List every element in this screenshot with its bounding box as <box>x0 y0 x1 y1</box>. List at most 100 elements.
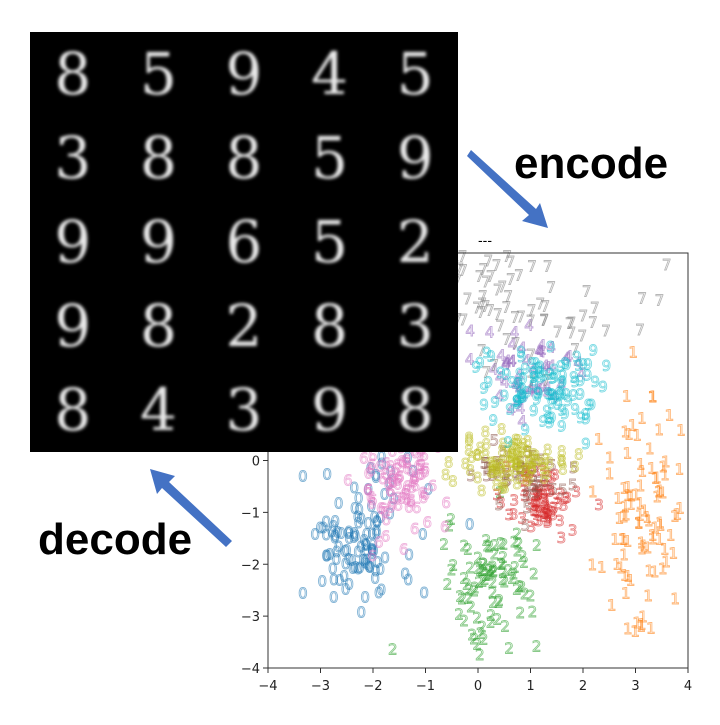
scatter-point-digit-1: 1 <box>635 506 645 524</box>
scatter-point-digit-0: 0 <box>330 513 340 531</box>
scatter-point-digit-6: 6 <box>407 479 417 497</box>
scatter-point-digit-0: 0 <box>356 510 366 528</box>
generated-digit: 6 <box>226 208 263 276</box>
scatter-point-digit-2: 2 <box>460 537 470 555</box>
scatter-point-digit-9: 9 <box>590 373 600 391</box>
scatter-point-digit-2: 2 <box>476 625 486 643</box>
scatter-point-digit-9: 9 <box>503 433 513 451</box>
generated-digit: 8 <box>311 292 348 360</box>
scatter-point-digit-1: 1 <box>632 614 642 632</box>
scatter-point-digit-9: 9 <box>557 401 567 419</box>
scatter-point-digit-9: 9 <box>479 396 489 414</box>
scatter-point-digit-9: 9 <box>578 355 588 373</box>
scatter-point-digit-9: 9 <box>547 395 557 413</box>
scatter-point-digit-5: 5 <box>533 473 543 491</box>
generated-digit: 4 <box>140 376 177 444</box>
scatter-point-digit-1: 1 <box>623 568 633 586</box>
scatter-point-digit-3: 3 <box>509 506 519 524</box>
scatter-point-digit-5: 5 <box>528 448 538 466</box>
scatter-point-digit-2: 2 <box>468 626 478 644</box>
scatter-point-digit-1: 1 <box>631 486 641 504</box>
scatter-point-digit-1: 1 <box>648 527 658 545</box>
scatter-point-digit-5: 5 <box>516 459 526 477</box>
scatter-point-digit-8: 8 <box>527 459 537 477</box>
scatter-point-digit-7: 7 <box>527 373 537 391</box>
scatter-point-digit-5: 5 <box>501 465 511 483</box>
scatter-point-digit-8: 8 <box>488 461 498 479</box>
scatter-point-digit-8: 8 <box>557 453 567 471</box>
scatter-point-digit-0: 0 <box>330 529 340 547</box>
scatter-point-digit-1: 1 <box>626 571 636 589</box>
scatter-point-digit-4: 4 <box>507 353 517 371</box>
scatter-point-digit-9: 9 <box>561 385 571 403</box>
scatter-point-digit-9: 9 <box>529 402 539 420</box>
scatter-point-digit-6: 6 <box>414 457 424 475</box>
scatter-point-digit-8: 8 <box>524 454 534 472</box>
scatter-point-digit-5: 5 <box>492 464 502 482</box>
scatter-point-digit-8: 8 <box>539 460 549 478</box>
scatter-point-digit-4: 4 <box>515 367 525 385</box>
scatter-point-digit-9: 9 <box>569 369 579 387</box>
scatter-point-digit-4: 4 <box>517 413 527 431</box>
generated-digit: 9 <box>140 208 177 276</box>
scatter-point-digit-8: 8 <box>496 459 506 477</box>
scatter-point-digit-6: 6 <box>411 477 421 495</box>
scatter-point-digit-2: 2 <box>489 562 499 580</box>
scatter-point-digit-5: 5 <box>522 487 532 505</box>
scatter-point-digit-1: 1 <box>655 514 665 532</box>
scatter-point-digit-7: 7 <box>506 270 516 288</box>
scatter-point-digit-2: 2 <box>482 532 492 550</box>
generated-digit: 5 <box>311 208 348 276</box>
scatter-point-digit-4: 4 <box>537 343 547 361</box>
scatter-point-digit-1: 1 <box>646 619 656 637</box>
scatter-point-digit-8: 8 <box>537 455 547 473</box>
scatter-point-digit-0: 0 <box>404 546 414 564</box>
scatter-point-digit-5: 5 <box>568 476 578 494</box>
scatter-point-digit-0: 0 <box>327 523 337 541</box>
scatter-point-digit-9: 9 <box>542 402 552 420</box>
scatter-point-digit-9: 9 <box>516 343 526 361</box>
scatter-point-digit-0: 0 <box>389 490 399 508</box>
scatter-point-digit-2: 2 <box>532 638 542 656</box>
scatter-point-digit-9: 9 <box>527 355 537 373</box>
scatter-point-digit-9: 9 <box>562 356 572 374</box>
scatter-point-digit-9: 9 <box>490 394 500 412</box>
scatter-point-digit-1: 1 <box>638 608 648 626</box>
scatter-point-digit-2: 2 <box>472 609 482 627</box>
scatter-point-digit-7: 7 <box>553 323 563 341</box>
scatter-point-digit-9: 9 <box>544 409 554 427</box>
scatter-point-digit-6: 6 <box>378 500 388 518</box>
scatter-point-digit-0: 0 <box>351 527 361 545</box>
scatter-point-digit-5: 5 <box>495 457 505 475</box>
scatter-point-digit-9: 9 <box>572 348 582 366</box>
scatter-point-digit-9: 9 <box>520 421 530 439</box>
scatter-point-digit-9: 9 <box>581 406 591 424</box>
scatter-point-digit-4: 4 <box>489 361 499 379</box>
scatter-point-digit-9: 9 <box>550 361 560 379</box>
generated-digit: 8 <box>54 40 91 108</box>
scatter-point-digit-6: 6 <box>406 492 416 510</box>
scatter-point-digit-1: 1 <box>640 502 650 520</box>
scatter-point-digit-6: 6 <box>381 465 391 483</box>
scatter-point-digit-8: 8 <box>507 453 517 471</box>
scatter-point-digit-5: 5 <box>516 459 526 477</box>
scatter-point-digit-1: 1 <box>675 500 685 518</box>
generated-digit: 8 <box>226 124 263 192</box>
scatter-point-digit-9: 9 <box>513 375 523 393</box>
generated-digit: 2 <box>226 292 263 360</box>
scatter-point-digit-9: 9 <box>529 365 539 383</box>
scatter-point-digit-6: 6 <box>401 482 411 500</box>
scatter-point-digit-9: 9 <box>546 338 556 356</box>
scatter-point-digit-3: 3 <box>538 486 548 504</box>
scatter-point-digit-8: 8 <box>467 449 477 467</box>
scatter-point-digit-6: 6 <box>417 465 427 483</box>
scatter-point-digit-0: 0 <box>340 543 350 561</box>
scatter-point-digit-2: 2 <box>456 588 466 606</box>
scatter-point-digit-0: 0 <box>328 560 338 578</box>
scatter-point-digit-8: 8 <box>441 466 451 484</box>
scatter-point-digit-6: 6 <box>395 468 405 486</box>
scatter-point-digit-3: 3 <box>546 483 556 501</box>
scatter-point-digit-1: 1 <box>622 387 632 405</box>
scatter-point-digit-8: 8 <box>512 455 522 473</box>
scatter-point-digit-4: 4 <box>506 401 516 419</box>
